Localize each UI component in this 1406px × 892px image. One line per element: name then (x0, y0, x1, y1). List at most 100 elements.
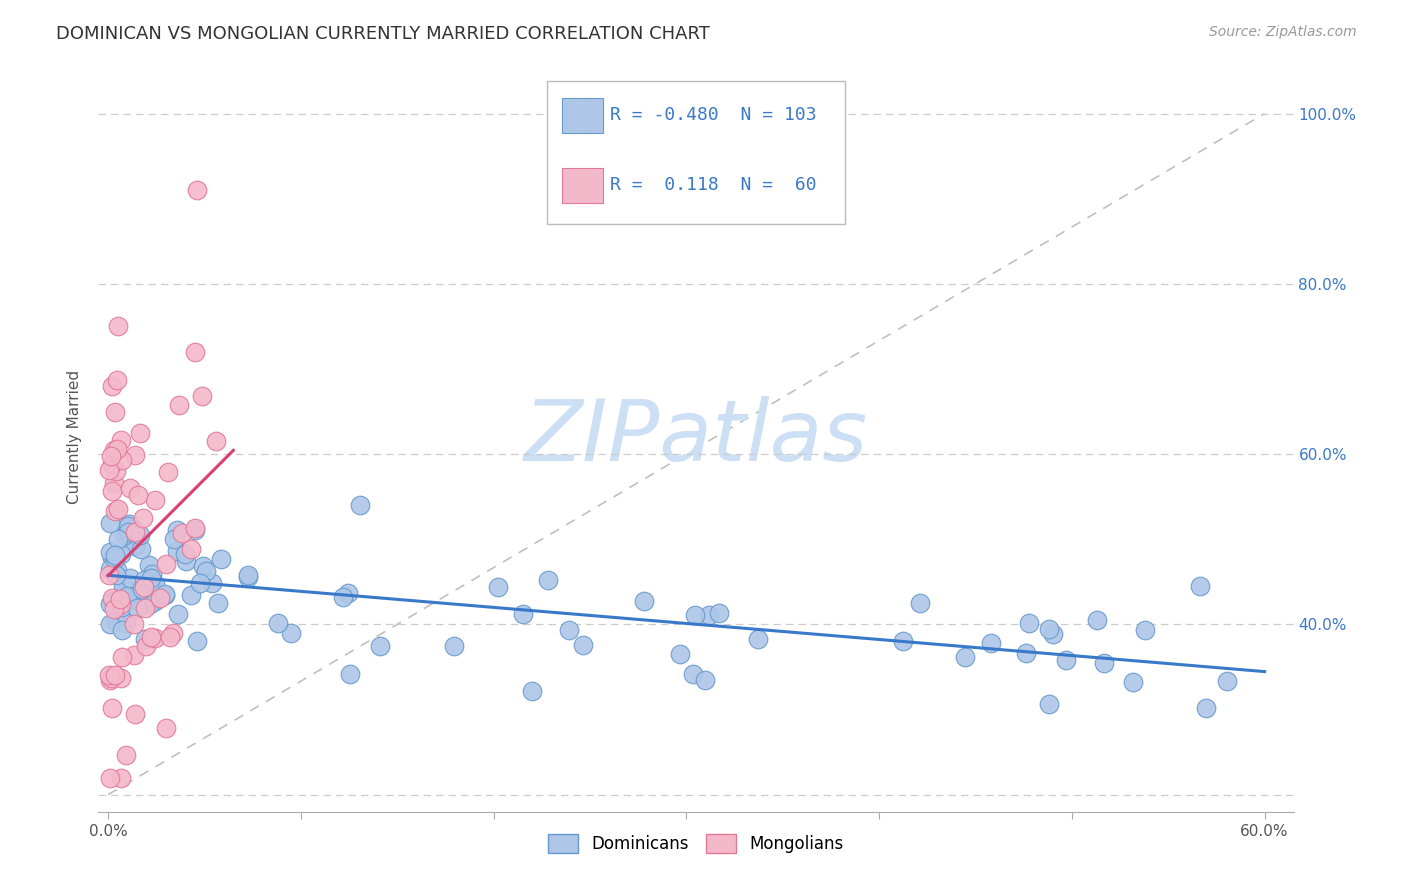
Point (110, 547, 132, 561)
Point (115, 589, 138, 603)
Point (104, 549, 127, 563)
Point (129, 541, 152, 556)
Point (336, 586, 359, 600)
Point (167, 398, 190, 412)
Point (155, 557, 177, 571)
Point (98, 545, 121, 559)
Point (139, 597, 162, 611)
Point (747, 632, 769, 647)
Point (98, 668, 121, 682)
Point (209, 552, 232, 566)
Point (107, 502, 129, 516)
Point (1133, 623, 1156, 637)
Point (1054, 653, 1077, 667)
Point (120, 571, 142, 585)
Point (143, 493, 166, 508)
Point (201, 575, 224, 590)
Point (697, 607, 720, 622)
Point (134, 580, 156, 594)
Point (98, 597, 121, 611)
Point (110, 433, 132, 447)
Point (101, 593, 124, 607)
Point (174, 554, 197, 568)
FancyBboxPatch shape (562, 98, 603, 133)
Point (98, 771, 121, 785)
Point (709, 606, 731, 620)
Point (105, 464, 128, 478)
Point (98, 516, 121, 530)
Point (98, 617, 121, 632)
Point (162, 625, 184, 640)
Text: Source: ZipAtlas.com: Source: ZipAtlas.com (1209, 25, 1357, 39)
Point (117, 583, 139, 598)
Point (122, 617, 145, 632)
Point (136, 590, 159, 604)
Point (112, 578, 135, 592)
Text: R = -0.480  N = 103: R = -0.480 N = 103 (610, 106, 817, 124)
Point (166, 543, 188, 558)
Point (1216, 674, 1239, 689)
Point (207, 596, 229, 610)
Point (156, 466, 179, 480)
Point (180, 542, 202, 557)
Point (180, 588, 202, 602)
Point (980, 636, 1002, 650)
Point (124, 449, 146, 463)
Point (134, 601, 156, 615)
Point (162, 532, 184, 546)
Point (101, 591, 124, 605)
Point (132, 573, 155, 587)
Point (349, 498, 371, 512)
Point (143, 594, 166, 608)
Point (118, 481, 141, 495)
Point (682, 666, 704, 681)
Point (186, 183, 208, 197)
Point (1038, 697, 1060, 711)
Point (122, 648, 145, 662)
Point (368, 639, 391, 653)
FancyBboxPatch shape (547, 81, 845, 224)
Point (125, 600, 148, 615)
Point (1038, 623, 1060, 637)
Point (124, 706, 146, 721)
Point (184, 345, 207, 359)
Point (107, 532, 129, 546)
Point (101, 484, 124, 499)
Point (117, 518, 139, 533)
Point (486, 580, 509, 594)
Point (115, 616, 138, 631)
Point (110, 597, 132, 611)
Point (104, 405, 127, 419)
Point (114, 748, 136, 763)
Point (98, 568, 121, 582)
Point (98, 673, 121, 688)
Point (193, 559, 215, 574)
Text: R =  0.118  N =  60: R = 0.118 N = 60 (610, 176, 817, 194)
Point (100, 449, 122, 463)
Point (520, 684, 543, 698)
Point (110, 771, 132, 785)
Point (117, 524, 139, 539)
Point (557, 623, 579, 637)
Point (120, 533, 142, 548)
Point (103, 602, 125, 616)
Point (124, 524, 146, 539)
Point (953, 649, 976, 664)
Point (188, 576, 211, 591)
Point (105, 373, 128, 387)
Point (104, 504, 127, 518)
Point (166, 607, 188, 621)
Point (122, 523, 145, 537)
Point (267, 616, 290, 631)
Point (184, 523, 207, 537)
Point (1042, 626, 1064, 640)
Text: ZIPatlas: ZIPatlas (524, 395, 868, 479)
Point (141, 566, 163, 581)
Point (103, 475, 125, 490)
Point (1189, 579, 1212, 593)
Point (149, 591, 172, 605)
Point (114, 585, 136, 599)
Point (512, 607, 534, 621)
Point (129, 426, 152, 441)
Point (908, 596, 931, 610)
